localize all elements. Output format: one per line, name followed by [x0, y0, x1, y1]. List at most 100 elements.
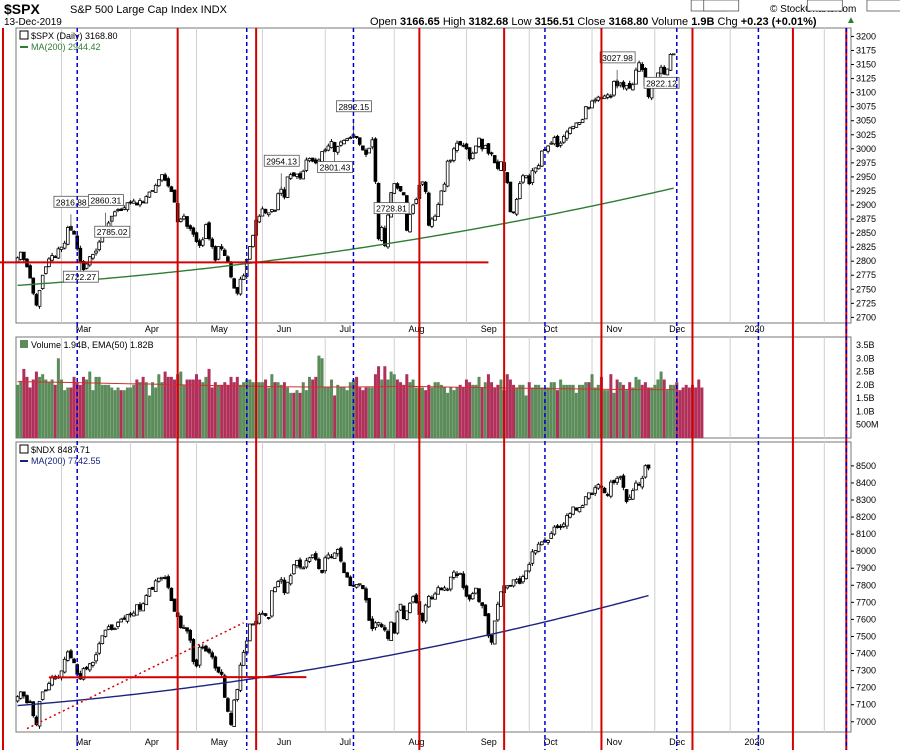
x-label-ndx: Apr — [145, 737, 159, 747]
candle-up — [408, 214, 412, 233]
volume-bar — [295, 390, 299, 438]
candle-up — [634, 69, 638, 85]
volume-bar — [22, 368, 26, 438]
candle-up — [288, 174, 293, 179]
spx-axis-label: 3050 — [856, 116, 876, 126]
candle-down — [467, 594, 472, 600]
volume-bar — [653, 384, 657, 438]
volume-bar — [72, 376, 76, 438]
volume-bar — [471, 384, 475, 438]
spx-axis-label: 3200 — [856, 31, 876, 41]
volume-bar — [301, 382, 305, 438]
volume-bar — [367, 387, 371, 438]
candle-down — [392, 622, 397, 634]
volume-bar — [345, 390, 349, 438]
candle-down — [486, 613, 491, 637]
volume-bar — [656, 379, 660, 438]
candle-down — [263, 208, 268, 214]
volume-bar — [242, 382, 246, 438]
candle-up — [248, 246, 252, 260]
volume-bar — [251, 382, 255, 438]
chart-symbol: $SPX — [4, 1, 40, 17]
candle-up — [323, 149, 328, 152]
candle-up — [241, 651, 246, 666]
candle-up — [637, 62, 641, 72]
volume-bar — [474, 384, 478, 438]
candle-up — [483, 145, 488, 149]
candle-down — [194, 659, 199, 667]
candle-down — [22, 251, 26, 260]
candle-down — [467, 147, 472, 160]
volume-bar — [342, 387, 346, 438]
ndx-axis-label: 8000 — [856, 546, 876, 556]
candle-up — [565, 515, 569, 527]
volume-bar — [537, 384, 541, 438]
candle-up — [339, 141, 343, 146]
volume-bar — [433, 382, 437, 438]
volume-bar — [207, 368, 211, 438]
volume-bar — [377, 366, 381, 438]
spx-axis-label: 3100 — [856, 88, 876, 98]
volume-bar — [213, 382, 217, 438]
volume-bar — [103, 384, 107, 438]
candle-down — [345, 572, 349, 578]
volume-bar — [565, 384, 569, 438]
candle-down — [31, 277, 36, 294]
annotation-label: 2855.94 — [869, 0, 900, 2]
candle-down — [492, 155, 497, 164]
candle-up — [593, 487, 597, 494]
volume-bar — [235, 376, 239, 438]
x-label-ndx: Mar — [76, 737, 92, 747]
candle-up — [94, 654, 98, 662]
spx-axis-label: 3075 — [856, 102, 876, 112]
volume-bar — [182, 384, 186, 438]
volume-bar — [41, 374, 45, 438]
candle-down — [235, 287, 240, 294]
candle-down — [508, 584, 513, 587]
candle-up — [307, 557, 312, 562]
candle-down — [518, 578, 522, 584]
candle-up — [335, 549, 340, 555]
candles-price — [15, 53, 676, 309]
ndx-axis-label: 7600 — [856, 614, 876, 624]
volume-bar — [292, 392, 296, 438]
candle-up — [279, 579, 284, 582]
volume-bar — [56, 358, 60, 438]
volume-bar — [157, 374, 161, 438]
volume-bar — [700, 387, 704, 438]
candle-down — [430, 597, 434, 599]
candle-down — [179, 615, 183, 628]
candle-down — [511, 211, 516, 214]
candle-up — [367, 147, 371, 154]
candle-up — [266, 212, 271, 216]
annotation-label: 2860.31 — [90, 196, 121, 206]
candle-up — [452, 571, 456, 578]
candle-up — [301, 170, 306, 180]
volume-bar — [568, 384, 572, 438]
candle-down — [624, 489, 629, 502]
candle-down — [420, 612, 425, 622]
candle-down — [226, 698, 230, 712]
chg-up-arrow-icon: ▲ — [846, 15, 856, 26]
volume-bar — [229, 376, 233, 438]
volume-bar — [530, 387, 534, 438]
volume-bar — [609, 374, 613, 438]
candle-up — [147, 588, 152, 597]
spx-axis-label: 2925 — [856, 186, 876, 196]
volume-bar — [257, 382, 261, 438]
candle-up — [241, 275, 246, 280]
candle-down — [339, 547, 343, 562]
candle-up — [395, 611, 400, 634]
candle-down — [342, 562, 346, 574]
candle-up — [423, 604, 428, 622]
candle-down — [163, 577, 167, 579]
volume-bar — [631, 387, 635, 438]
candle-up — [100, 635, 105, 644]
candle-up — [125, 202, 130, 211]
candle-up — [310, 554, 315, 558]
candle-up — [546, 145, 550, 152]
candle-up — [335, 146, 340, 153]
volume-bar — [69, 387, 73, 438]
x-label-price: Oct — [544, 324, 559, 334]
spx-axis-label: 2950 — [856, 172, 876, 182]
